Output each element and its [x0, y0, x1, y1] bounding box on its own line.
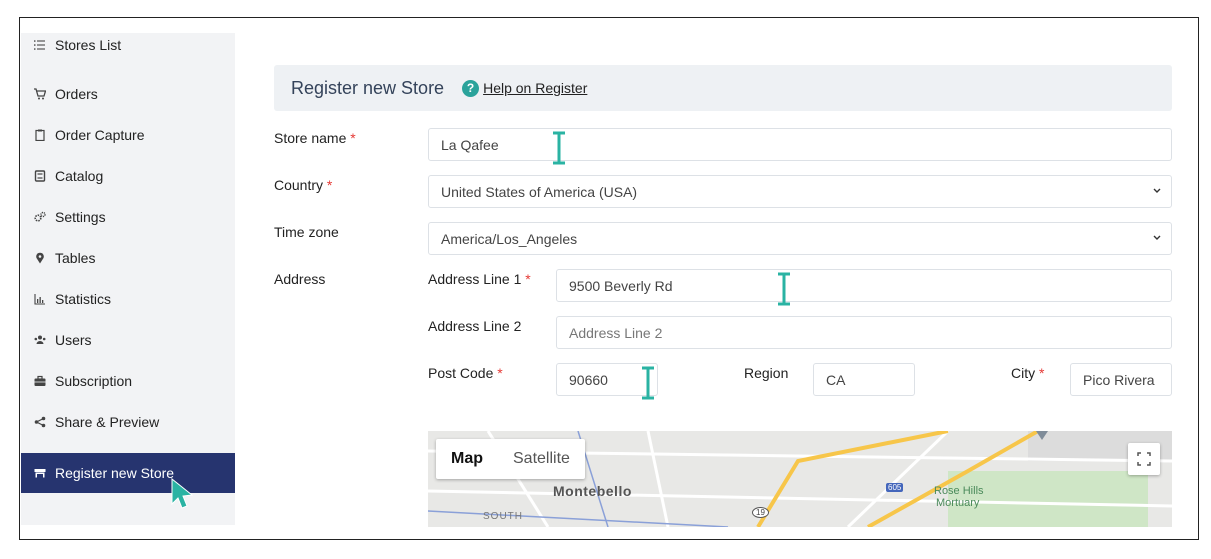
sidebar-item-label: Subscription — [55, 373, 133, 389]
sidebar-item-settings[interactable]: Settings — [21, 197, 235, 237]
map-label-south: SOUTH — [483, 511, 523, 522]
sidebar-item-register-new-store[interactable]: Register new Store — [21, 453, 235, 493]
map-pin-icon — [33, 251, 47, 265]
address-line2-label: Address Line 2 — [428, 318, 522, 334]
text-cursor-icon — [642, 366, 654, 400]
city-input[interactable]: Pico Rivera — [1070, 363, 1172, 396]
map-label-mortuary: Mortuary — [936, 497, 980, 509]
country-label: Country * — [274, 177, 333, 193]
city-label: City * — [1011, 365, 1045, 381]
mouse-pointer-icon — [171, 478, 194, 509]
sidebar-item-tables[interactable]: Tables — [21, 238, 235, 278]
time-zone-label: Time zone — [274, 224, 339, 240]
map-view[interactable]: Map Satellite Montebello SOUTH Rose Hill… — [428, 431, 1172, 527]
sidebar-item-subscription[interactable]: Subscription — [21, 361, 235, 401]
sidebar-item-label: Users — [55, 332, 92, 348]
region-label: Region — [744, 365, 789, 381]
map-type-tabs: Map Satellite — [436, 439, 585, 479]
address-label: Address — [274, 271, 326, 287]
sidebar: Stores List Orders Order Capture Catalog… — [21, 33, 235, 525]
sidebar-item-label: Catalog — [55, 168, 104, 184]
store-name-input[interactable]: La Qafee — [428, 128, 1172, 161]
sidebar-item-share-preview[interactable]: Share & Preview — [21, 402, 235, 442]
sidebar-item-label: Settings — [55, 209, 106, 225]
map-label-rose-hills: Rose Hills — [934, 485, 984, 497]
question-icon: ? — [462, 79, 480, 97]
address-line1-label: Address Line 1 * — [428, 271, 531, 287]
tab-satellite[interactable]: Satellite — [513, 450, 570, 467]
cart-icon — [33, 87, 47, 101]
help-link-group[interactable]: ? Help on Register — [462, 79, 588, 97]
map-roads — [428, 431, 1172, 527]
list-icon — [33, 38, 47, 52]
sidebar-item-label: Statistics — [55, 291, 112, 307]
tab-map[interactable]: Map — [451, 450, 483, 467]
sidebar-item-orders[interactable]: Orders — [21, 74, 235, 114]
text-cursor-icon — [778, 272, 790, 306]
sidebar-item-label: Stores List — [55, 37, 122, 53]
sidebar-item-order-capture[interactable]: Order Capture — [21, 115, 235, 155]
map-marker-icon — [1036, 431, 1048, 440]
map-label-route-19: 19 — [752, 507, 769, 518]
store-name-label: Store name * — [274, 130, 356, 146]
text-cursor-icon — [553, 131, 565, 165]
sidebar-item-label: Share & Preview — [55, 414, 160, 430]
clipboard-icon — [33, 128, 47, 142]
post-code-label: Post Code * — [428, 365, 503, 381]
users-icon — [33, 333, 47, 347]
sidebar-item-label: Order Capture — [55, 127, 145, 143]
store-icon — [33, 466, 47, 480]
address-line1-input[interactable]: 9500 Beverly Rd — [556, 269, 1172, 302]
page-title: Register new Store — [291, 77, 445, 98]
chevron-down-icon — [1153, 235, 1161, 240]
share-icon — [33, 415, 47, 429]
sidebar-item-label: Register new Store — [55, 465, 175, 481]
fullscreen-icon — [1137, 452, 1151, 466]
map-label-montebello: Montebello — [553, 483, 632, 499]
address-line2-input[interactable]: Address Line 2 — [556, 316, 1172, 349]
sidebar-item-users[interactable]: Users — [21, 320, 235, 360]
gears-icon — [33, 210, 47, 224]
sidebar-item-stores-list[interactable]: Stores List — [21, 25, 235, 65]
region-input[interactable]: CA — [813, 363, 915, 396]
app-frame: Stores List Orders Order Capture Catalog… — [19, 17, 1199, 540]
time-zone-select[interactable]: America/Los_Angeles — [428, 222, 1172, 255]
book-icon — [33, 169, 47, 183]
sidebar-item-statistics[interactable]: Statistics — [21, 279, 235, 319]
sidebar-item-catalog[interactable]: Catalog — [21, 156, 235, 196]
post-code-input[interactable]: 90660 — [556, 363, 658, 396]
country-select[interactable]: United States of America (USA) — [428, 175, 1172, 208]
fullscreen-button[interactable] — [1128, 443, 1160, 475]
map-label-highway-605: 605 — [886, 483, 904, 492]
chevron-down-icon — [1153, 188, 1161, 193]
bar-chart-icon — [33, 292, 47, 306]
help-link[interactable]: Help on Register — [483, 80, 588, 96]
page-header: Register new Store ? Help on Register — [274, 65, 1172, 111]
briefcase-icon — [33, 374, 47, 388]
sidebar-item-label: Tables — [55, 250, 96, 266]
sidebar-item-label: Orders — [55, 86, 98, 102]
